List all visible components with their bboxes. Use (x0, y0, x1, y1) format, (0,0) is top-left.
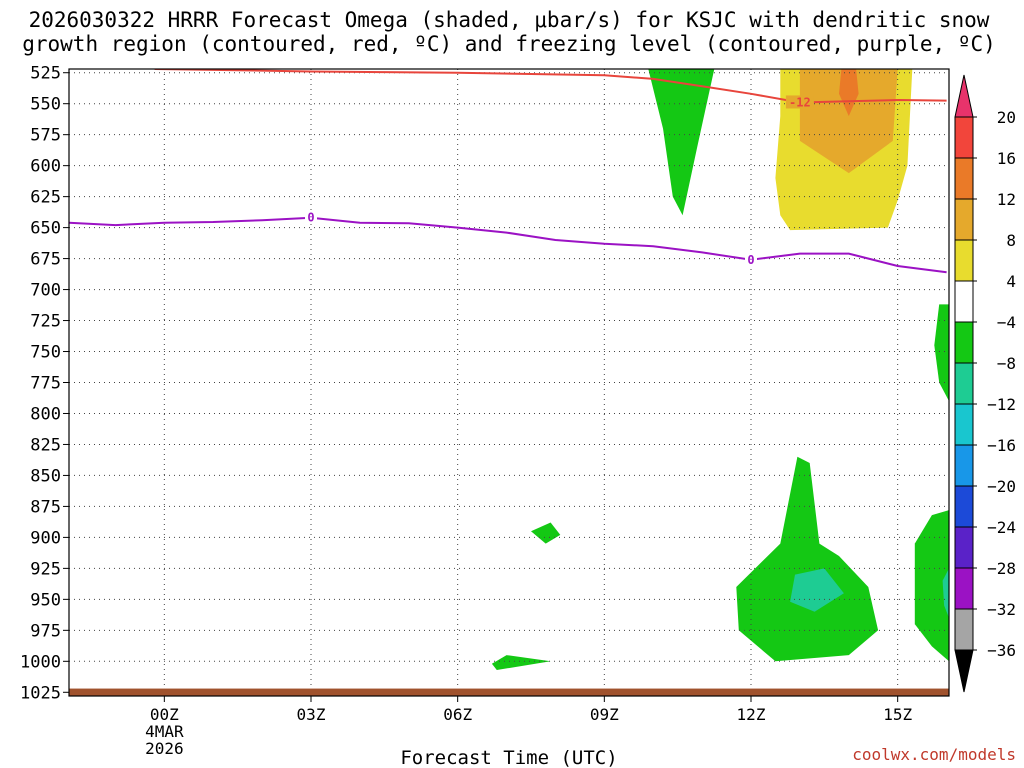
colorbar-segment-4 (954, 280, 974, 323)
omega-shading (491, 69, 949, 670)
y-tick-label-875: 875 (30, 497, 61, 517)
colorbar-segment-12 (954, 608, 974, 651)
colorbar-bottom-arrow (954, 649, 974, 693)
colorbar: 20 16 12 8 4 −4 −8 −12 −16 −20 −24 −28 −32 −36 (954, 74, 1016, 693)
colorbar-label--24: −24 (987, 518, 1016, 537)
colorbar-segment-10 (954, 526, 974, 569)
contour-lines: -12 0 0 (69, 69, 947, 274)
ground-layer (69, 688, 949, 696)
x-tick-label-12Z: 12Z (737, 705, 766, 724)
omega-region-3 (648, 69, 715, 216)
omega-region-4 (934, 304, 949, 402)
y-tick-label-925: 925 (30, 559, 61, 579)
x-tick-date: 4MAR (145, 722, 184, 741)
omega-region-2 (839, 69, 859, 117)
omega-region-7 (736, 456, 879, 662)
freezing-level-line (69, 216, 947, 274)
y-tick-label-550: 550 (30, 95, 61, 115)
y-tick-label-975: 975 (30, 621, 61, 641)
colorbar-segment-9 (954, 485, 974, 528)
omega-region-6 (491, 655, 551, 670)
colorbar-label--16: −16 (987, 436, 1016, 455)
colorbar-label--20: −20 (987, 477, 1016, 496)
y-tick-label-725: 725 (30, 312, 61, 332)
colorbar-segment-0 (954, 116, 974, 159)
y-tick-label-750: 750 (30, 343, 61, 363)
x-tick-label-06Z: 06Z (443, 705, 472, 724)
y-tick-label-525: 525 (30, 64, 61, 84)
chart-title-line2: growth region (contoured, red, ºC) and f… (22, 32, 996, 56)
colorbar-top-arrow (954, 74, 974, 118)
colorbar-label--12: −12 (987, 395, 1016, 414)
y-tick-label-800: 800 (30, 404, 61, 424)
y-tick-label-650: 650 (30, 219, 61, 239)
y-tick-label-775: 775 (30, 374, 61, 394)
colorbar-label-12: 12 (997, 190, 1016, 209)
y-tick-label-675: 675 (30, 250, 61, 270)
y-tick-label-950: 950 (30, 590, 61, 610)
ground-bar (69, 688, 949, 696)
colorbar-label-16: 16 (997, 149, 1016, 168)
y-tick-label-600: 600 (30, 157, 61, 177)
freezing-label-bg-1 (745, 252, 757, 266)
x-tick-label-00Z: 00Z (150, 705, 179, 724)
omega-region-10 (942, 568, 949, 618)
colorbar-segment-6 (954, 362, 974, 405)
colorbar-segment-2 (954, 198, 974, 241)
freezing-label-bg-0 (305, 210, 317, 224)
omega-region-8 (790, 568, 844, 612)
colorbar-segment-1 (954, 157, 974, 200)
dendritic-label-bg (785, 95, 814, 109)
colorbar-label--28: −28 (987, 559, 1016, 578)
colorbar-label--4: −4 (997, 313, 1016, 332)
x-tick-label-03Z: 03Z (297, 705, 326, 724)
colorbar-label-8: 8 (1006, 231, 1016, 250)
dendritic-contour-label: -12 (789, 95, 811, 109)
omega-region-9 (914, 510, 949, 662)
colorbar-segment-7 (954, 403, 974, 446)
dendritic-contour-line (154, 69, 947, 104)
y-axis-ticks: 525 550 575 600 625 650 675 700 725 750 775 800 825 8… (20, 64, 69, 703)
omega-region-5 (531, 522, 561, 544)
colorbar-segment-5 (954, 321, 974, 364)
freezing-contour-label-0: 0 (307, 211, 314, 225)
colorbar-label--32: −32 (987, 600, 1016, 619)
colorbar-label-4: 4 (1006, 272, 1016, 291)
credit-link[interactable]: coolwx.com/models (852, 745, 1016, 764)
x-axis-label: Forecast Time (UTC) (400, 747, 617, 768)
y-tick-label-825: 825 (30, 435, 61, 455)
y-tick-label-1025: 1025 (20, 683, 61, 703)
colorbar-label--36: −36 (987, 641, 1016, 660)
colorbar-label--8: −8 (997, 354, 1016, 373)
x-tick-label-15Z: 15Z (883, 705, 912, 724)
colorbar-segment-11 (954, 567, 974, 610)
colorbar-label-20: 20 (997, 108, 1016, 127)
plot-area: -12 0 0 525 550 575 600 625 650 675 700 725 750 775 8… (20, 64, 950, 758)
chart-title-line1: 2026030322 HRRR Forecast Omega (shaded, … (29, 8, 990, 32)
grid-lines (69, 69, 949, 696)
colorbar-segment-3 (954, 239, 974, 282)
y-tick-label-850: 850 (30, 466, 61, 486)
y-tick-label-900: 900 (30, 528, 61, 548)
freezing-contour-label-1: 0 (747, 253, 754, 267)
x-tick-year: 2026 (145, 739, 184, 758)
x-tick-label-09Z: 09Z (590, 705, 619, 724)
y-tick-label-700: 700 (30, 281, 61, 301)
colorbar-segment-8 (954, 444, 974, 487)
y-tick-label-625: 625 (30, 188, 61, 208)
omega-region-1 (799, 69, 898, 174)
y-tick-label-1000: 1000 (20, 652, 61, 672)
y-tick-label-575: 575 (30, 126, 61, 146)
